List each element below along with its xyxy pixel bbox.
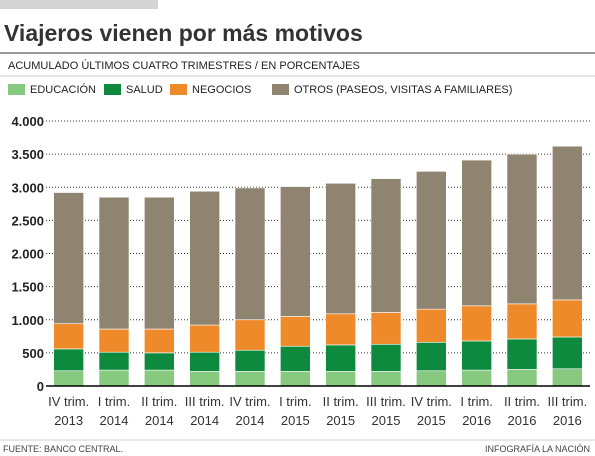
bar-segment [325,371,356,387]
bar-segment [506,369,538,387]
legend-swatch [272,84,289,95]
y-tick-label: 0 [37,379,44,394]
bar-segment [552,145,583,301]
bar-segment [189,371,220,387]
bar-segment [461,340,492,371]
bar-segment [144,369,175,387]
bar-segment [189,324,220,353]
y-tick-label: 2.000 [11,247,44,262]
x-tick-label: IV trim. 2015 [411,394,452,428]
y-tick-label: 3.000 [11,180,44,195]
bar-segment [552,299,583,338]
x-tick-label: III trim. 2016 [547,394,587,428]
y-tick-label: 1.500 [11,280,44,295]
bar-segment [506,303,538,340]
bar-segment [506,153,538,305]
bar-segment [98,196,130,330]
bar-segment [280,371,311,387]
bar-segment [461,369,492,387]
bar-segment [53,323,84,350]
bar-segment [370,178,402,313]
bar-segment [280,186,311,317]
x-tick-label: II trim. 2016 [504,394,540,428]
bar-segment [234,349,266,372]
bar-segment [189,190,220,326]
legend-label: SALUD [126,84,163,96]
credit: INFOGRAFÍA LA NACIÓN [485,444,590,454]
x-tick-label: IV trim. 2014 [229,394,270,428]
bar-segment [552,368,583,387]
legend-label: EDUCACIÓN [30,83,96,96]
bar-segment [325,313,356,346]
bar-segment [325,182,356,315]
bar-segment [53,370,84,387]
y-tick-label: 500 [22,346,44,361]
x-tick-label: I trim. 2016 [460,394,493,428]
x-tick-label: III trim. 2015 [366,394,406,428]
y-tick-label: 4.000 [11,114,44,129]
x-tick-label: I trim. 2015 [279,394,312,428]
source: FUENTE: BANCO CENTRAL. [3,444,123,454]
bar-segment [370,343,402,372]
bar-segment [506,338,538,370]
chart-title: Viajeros vienen por más motivos [4,20,363,46]
legend-swatch [170,84,187,95]
bar-segment [144,352,175,371]
x-tick-label: IV trim. 2013 [48,394,89,428]
x-tick-label: I trim. 2014 [98,394,131,428]
y-tick-label: 3.500 [11,147,44,162]
y-tick-label: 2.500 [11,213,44,228]
bar-segment [98,328,130,353]
legend-label: OTROS (PASEOS, VISITAS A FAMILIARES) [294,84,512,96]
bar-segment [144,196,175,330]
bar-segment [416,341,447,372]
bar-segment [416,308,447,343]
bar-segment [370,312,402,345]
bar-segment [98,351,130,371]
header-bar [0,0,158,9]
chart-subtitle: ACUMULADO ÚLTIMOS CUATRO TRIMESTRES / EN… [8,59,360,72]
x-tick-label: II trim. 2015 [323,394,359,428]
legend-swatch [104,84,121,95]
x-tick-label: III trim. 2014 [185,394,225,428]
bar-segment [53,192,84,325]
bar-segment [189,351,220,372]
legend-label: NEGOCIOS [192,84,251,96]
bar-segment [280,316,311,347]
bar-segment [234,371,266,387]
bar-segment [370,371,402,387]
bar-segment [461,159,492,307]
bar-segment [144,328,175,354]
bar-segment [416,171,447,310]
bar-segment [234,319,266,351]
bar-segment [98,369,130,387]
y-tick-label: 1.000 [11,313,44,328]
bar-segment [280,345,311,372]
bar-segment [461,305,492,342]
bar-segment [552,336,583,370]
bar-segment [416,370,447,387]
bar-segment [53,348,84,372]
bar-segment [234,187,266,321]
legend-swatch [8,84,25,95]
x-tick-label: II trim. 2014 [141,394,177,428]
bar-segment [325,344,356,372]
